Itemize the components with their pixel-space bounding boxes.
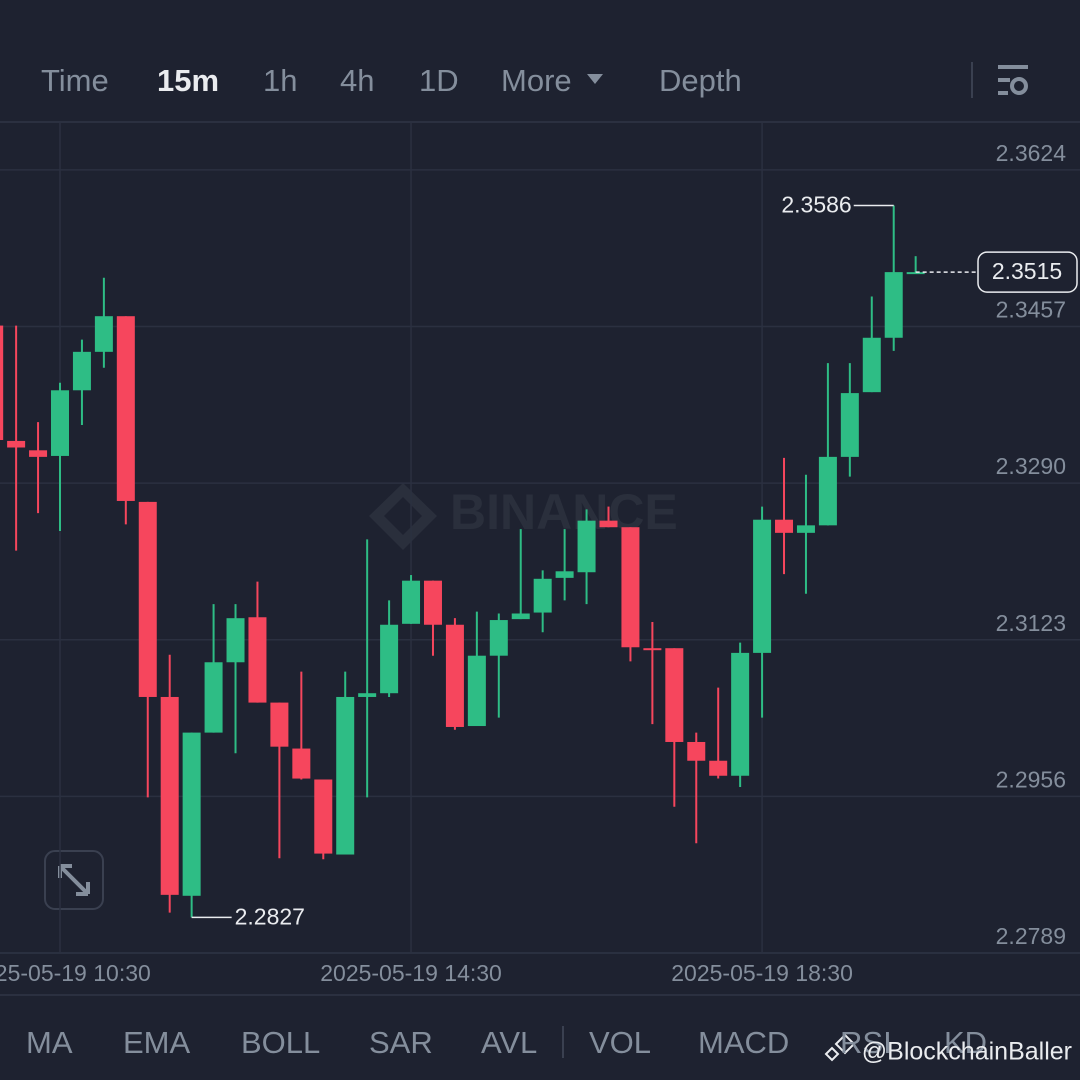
x-tick-label: 2025-05-19 18:30 xyxy=(671,960,853,986)
candle-body xyxy=(840,393,859,457)
candle-body xyxy=(358,693,377,697)
candle-body xyxy=(687,741,706,761)
candle-body xyxy=(138,501,157,697)
high-annotation: 2.3586 xyxy=(781,192,851,218)
timeframe-tab[interactable]: More xyxy=(501,63,572,98)
indicator-tab[interactable]: AVL xyxy=(481,1025,537,1060)
candle-body xyxy=(248,617,267,703)
candle-body xyxy=(402,580,421,624)
y-tick-label: 2.3457 xyxy=(996,297,1066,323)
candle-body xyxy=(423,580,442,625)
candle-body xyxy=(796,525,815,533)
candle-body xyxy=(577,520,596,573)
candle-body xyxy=(775,519,794,533)
watermark-diamond xyxy=(369,483,437,550)
candle-body xyxy=(29,450,48,457)
candle-body xyxy=(204,662,223,733)
indicator-tab[interactable]: RSI xyxy=(840,1025,892,1060)
indicator-tab[interactable]: VOL xyxy=(589,1025,651,1060)
y-tick-label: 2.2789 xyxy=(996,923,1066,949)
last-price-label: 2.3515 xyxy=(992,258,1062,284)
credit: @BlockchainBaller xyxy=(862,1038,1072,1066)
candle-body xyxy=(72,351,91,391)
candle-body xyxy=(906,272,925,275)
candle-body xyxy=(292,748,311,779)
candle-body xyxy=(731,652,750,776)
x-tick-label: 2025-05-19 10:30 xyxy=(0,960,151,986)
timeframe-tab[interactable]: 1h xyxy=(263,63,297,98)
candle-body xyxy=(511,613,530,620)
candle-body xyxy=(182,732,201,896)
y-tick-label: 2.3290 xyxy=(996,453,1066,479)
indicator-tab[interactable]: MACD xyxy=(698,1025,789,1060)
candle-body xyxy=(555,571,574,578)
indicator-tab[interactable]: BOLL xyxy=(241,1025,320,1060)
candle-body xyxy=(533,578,552,613)
watermark-logo xyxy=(369,483,437,550)
timeframe-tab[interactable]: 4h xyxy=(340,63,374,98)
indicator-tab[interactable]: KD xyxy=(944,1025,987,1060)
indicator-tab[interactable]: SAR xyxy=(369,1025,433,1060)
settings-icon-gear xyxy=(1010,77,1028,95)
candle-body xyxy=(862,337,881,393)
indicator-tab[interactable]: MA xyxy=(26,1025,73,1060)
timeframe-tab[interactable]: 1D xyxy=(419,63,459,98)
y-tick-label: 2.2956 xyxy=(996,766,1066,792)
candle-body xyxy=(665,648,684,742)
candle-body xyxy=(445,624,464,727)
candle-body xyxy=(467,655,486,727)
credit-logo xyxy=(824,1033,856,1062)
last-price-box xyxy=(977,251,1078,293)
candle-body xyxy=(380,624,399,694)
timeframe-tab[interactable]: Time xyxy=(41,63,109,98)
x-tick-label: 2025-05-19 14:30 xyxy=(320,960,502,986)
y-tick-label: 2.3624 xyxy=(996,140,1067,166)
candle-body xyxy=(489,620,508,656)
low-annotation: 2.2827 xyxy=(235,903,305,929)
candle-body xyxy=(884,272,903,338)
settings-icon[interactable] xyxy=(998,65,1028,95)
timeframe-tab[interactable]: 15m xyxy=(157,63,219,98)
candle-body xyxy=(818,456,837,526)
candle-body xyxy=(7,440,26,448)
candle-body xyxy=(0,325,4,440)
candle-body xyxy=(621,527,640,648)
candle-body xyxy=(51,390,69,456)
indicator-tab[interactable]: EMA xyxy=(123,1025,191,1060)
y-tick-label: 2.3123 xyxy=(996,610,1066,636)
more-caret[interactable] xyxy=(587,74,603,84)
candle-body xyxy=(599,520,618,528)
candle-body xyxy=(160,696,179,895)
expand-button[interactable] xyxy=(44,850,104,910)
candle-body xyxy=(94,316,113,352)
candle-body xyxy=(753,519,772,653)
candle-body xyxy=(314,779,333,854)
candle-body xyxy=(643,648,662,651)
plot xyxy=(0,123,1080,954)
candle-body xyxy=(709,760,728,776)
candle-body xyxy=(270,702,289,747)
candle-body xyxy=(116,316,135,501)
candle-body xyxy=(226,618,245,663)
timeframe-tab[interactable]: Depth xyxy=(659,63,742,98)
candle-body xyxy=(336,696,355,855)
